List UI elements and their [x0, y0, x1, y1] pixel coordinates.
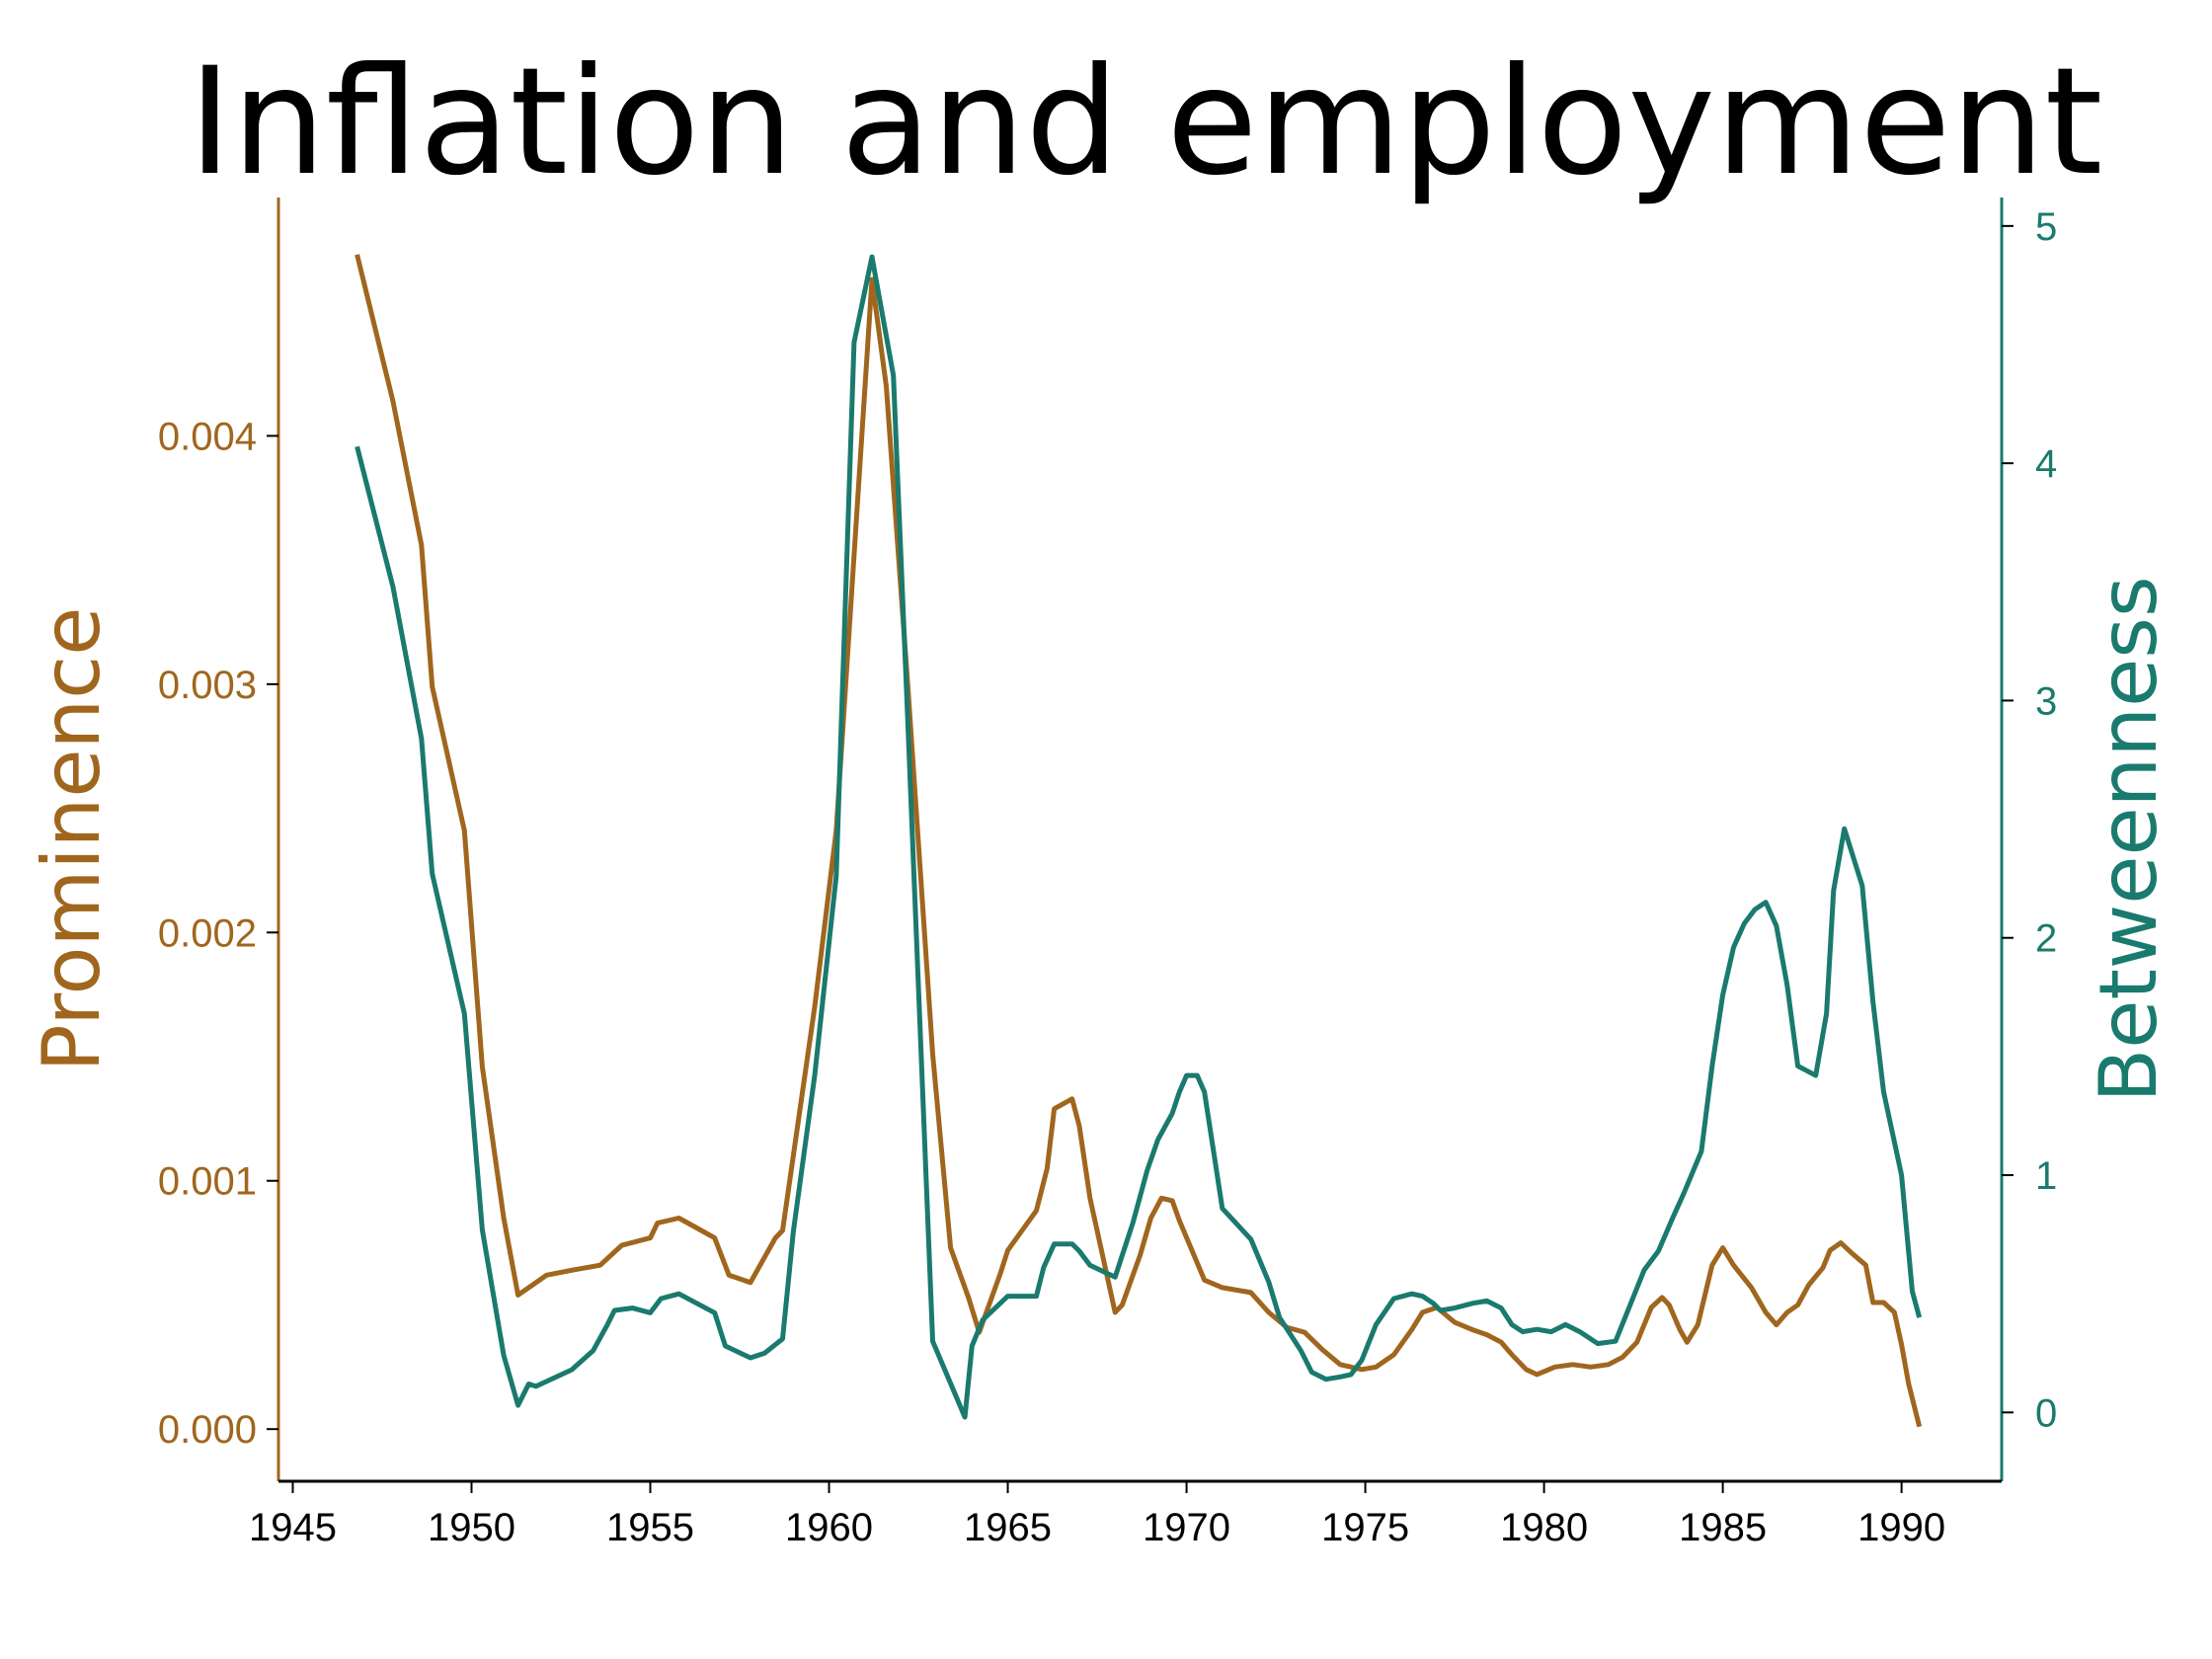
x-tick-group: 1945 1950 1955 1960 1965 1970 1975 1980 1985 1990: [249, 1481, 1945, 1549]
x-tick-label: 1960: [785, 1506, 873, 1549]
right-tick-label: 2: [2035, 917, 2057, 961]
betweenness-series-line: [355, 254, 1923, 1420]
right-tick-label: 0: [2035, 1391, 2057, 1435]
right-axis-label: Betweenness: [2083, 576, 2174, 1102]
x-tick-label: 1945: [249, 1506, 337, 1549]
right-tick-group: 0 1 2 3 4 5: [2002, 205, 2057, 1435]
left-axis-label: Prominence: [26, 607, 118, 1072]
right-tick-label: 4: [2035, 442, 2057, 486]
left-tick-label: 0.003: [158, 664, 257, 707]
x-tick-label: 1990: [1857, 1506, 1945, 1549]
prominence-series-line: [355, 254, 1923, 1428]
series-layer: [355, 254, 1923, 1428]
left-tick-label: 0.004: [158, 415, 257, 458]
chart-title: Inflation and employment: [189, 37, 2103, 208]
x-tick-label: 1985: [1679, 1506, 1767, 1549]
x-tick-label: 1950: [428, 1506, 515, 1549]
right-tick-label: 5: [2035, 205, 2057, 249]
x-tick-label: 1980: [1500, 1506, 1588, 1549]
left-tick-group: 0.000 0.001 0.002 0.003 0.004: [158, 415, 278, 1452]
x-tick-label: 1965: [964, 1506, 1052, 1549]
x-tick-label: 1975: [1321, 1506, 1409, 1549]
right-tick-label: 3: [2035, 679, 2057, 723]
left-tick-label: 0.001: [158, 1160, 257, 1204]
left-tick-label: 0.002: [158, 911, 257, 955]
x-tick-label: 1955: [606, 1506, 694, 1549]
axes: [276, 198, 2004, 1483]
left-tick-label: 0.000: [158, 1408, 257, 1452]
right-tick-label: 1: [2035, 1154, 2057, 1198]
x-tick-label: 1970: [1143, 1506, 1230, 1549]
